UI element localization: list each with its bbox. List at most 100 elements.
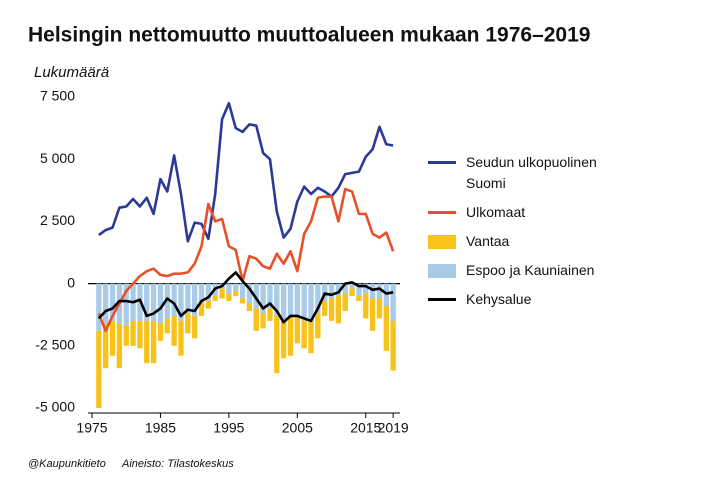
bar bbox=[328, 283, 335, 299]
bar bbox=[137, 320, 143, 349]
bar bbox=[390, 283, 396, 321]
bar bbox=[198, 283, 205, 304]
bar bbox=[157, 283, 164, 324]
bar bbox=[246, 283, 253, 304]
bar bbox=[287, 283, 294, 316]
bar bbox=[322, 301, 328, 316]
bar bbox=[287, 315, 294, 356]
bar bbox=[301, 320, 307, 349]
bar bbox=[226, 293, 232, 302]
line bbox=[98, 101, 394, 243]
y-axis-label: Lukumäärä bbox=[34, 64, 109, 81]
legend-item: Kehysalue bbox=[428, 289, 688, 310]
bar bbox=[274, 283, 280, 316]
bar bbox=[171, 283, 177, 316]
bar bbox=[260, 313, 266, 329]
legend-label: Seudun ulkopuolinen Suomi bbox=[466, 154, 597, 191]
source: @Kaupunkitieto bbox=[28, 458, 106, 470]
bar bbox=[191, 315, 198, 339]
bar bbox=[376, 298, 383, 319]
bar bbox=[205, 283, 212, 302]
bar bbox=[239, 283, 246, 299]
bar bbox=[144, 283, 150, 321]
bar bbox=[226, 283, 232, 294]
bar bbox=[301, 283, 307, 321]
legend-item: Seudun ulkopuolinen Suomi bbox=[428, 152, 688, 194]
bar bbox=[212, 296, 218, 302]
bar bbox=[205, 301, 212, 309]
line bbox=[97, 271, 394, 324]
bar bbox=[150, 320, 157, 364]
x-tick-label: 1975 bbox=[76, 420, 107, 436]
bar bbox=[150, 283, 157, 321]
bar bbox=[178, 320, 184, 356]
x-tick-label: 1995 bbox=[213, 420, 244, 436]
bar bbox=[239, 298, 246, 304]
bar bbox=[178, 283, 184, 321]
bar bbox=[280, 283, 287, 321]
bar bbox=[185, 283, 191, 314]
line bbox=[97, 187, 395, 333]
x-tick-label: 2005 bbox=[282, 420, 313, 436]
legend-item: Ulkomaat bbox=[428, 202, 688, 223]
x-tick-label: 2019 bbox=[378, 420, 409, 436]
y-tick-label: 2 500 bbox=[40, 212, 75, 228]
bar bbox=[164, 283, 170, 319]
bar bbox=[96, 330, 102, 408]
bar bbox=[274, 315, 280, 374]
bar bbox=[335, 283, 342, 297]
bar bbox=[356, 296, 362, 302]
bar bbox=[390, 320, 396, 371]
bar bbox=[294, 283, 301, 316]
legend-swatch bbox=[428, 298, 456, 301]
x-tick-label: 2015 bbox=[350, 420, 381, 436]
legend-swatch bbox=[428, 161, 456, 164]
bar bbox=[308, 283, 314, 321]
legend-swatch bbox=[428, 235, 456, 249]
bar bbox=[130, 320, 136, 346]
legend-label: Espoo ja Kauniainen bbox=[466, 262, 595, 278]
bar bbox=[219, 288, 225, 299]
bar bbox=[233, 283, 239, 292]
bar bbox=[342, 283, 348, 294]
bar bbox=[109, 320, 116, 356]
bar bbox=[123, 325, 129, 346]
bar bbox=[164, 318, 170, 334]
legend-label: Ulkomaat bbox=[466, 204, 526, 220]
bar bbox=[123, 283, 129, 326]
bar bbox=[116, 323, 123, 369]
bar bbox=[253, 283, 259, 309]
bar bbox=[363, 293, 369, 319]
source: Aineisto: Tilastokeskus bbox=[121, 458, 234, 470]
bar bbox=[198, 303, 205, 316]
legend-swatch bbox=[428, 211, 456, 214]
bar bbox=[171, 315, 177, 346]
legend: Seudun ulkopuolinen Suomi Ulkomaat Vantaa E… bbox=[428, 152, 688, 318]
y-tick-label: 0 bbox=[67, 274, 75, 290]
legend-item: Espoo ja Kauniainen bbox=[428, 260, 688, 281]
bar bbox=[260, 283, 266, 314]
legend-label: Kehysalue bbox=[466, 291, 532, 307]
bar bbox=[191, 283, 198, 316]
bar bbox=[144, 320, 150, 364]
bar bbox=[233, 291, 239, 297]
bar bbox=[308, 320, 314, 354]
bar bbox=[369, 298, 376, 331]
bar bbox=[109, 283, 116, 321]
legend-label: Vantaa bbox=[466, 233, 510, 249]
bar bbox=[376, 283, 383, 299]
bar bbox=[315, 313, 321, 339]
y-tick-label: -2 500 bbox=[35, 337, 75, 353]
bar bbox=[157, 323, 164, 341]
bar bbox=[349, 283, 355, 289]
bar bbox=[349, 288, 355, 297]
bar bbox=[383, 305, 389, 351]
bar bbox=[267, 308, 273, 321]
legend-swatch bbox=[428, 264, 456, 278]
chart-title: Helsingin nettomuutto muuttoalueen mukaa… bbox=[28, 24, 590, 47]
bar bbox=[103, 283, 109, 324]
bar bbox=[246, 303, 253, 311]
y-tick-label: 7 500 bbox=[40, 88, 75, 104]
